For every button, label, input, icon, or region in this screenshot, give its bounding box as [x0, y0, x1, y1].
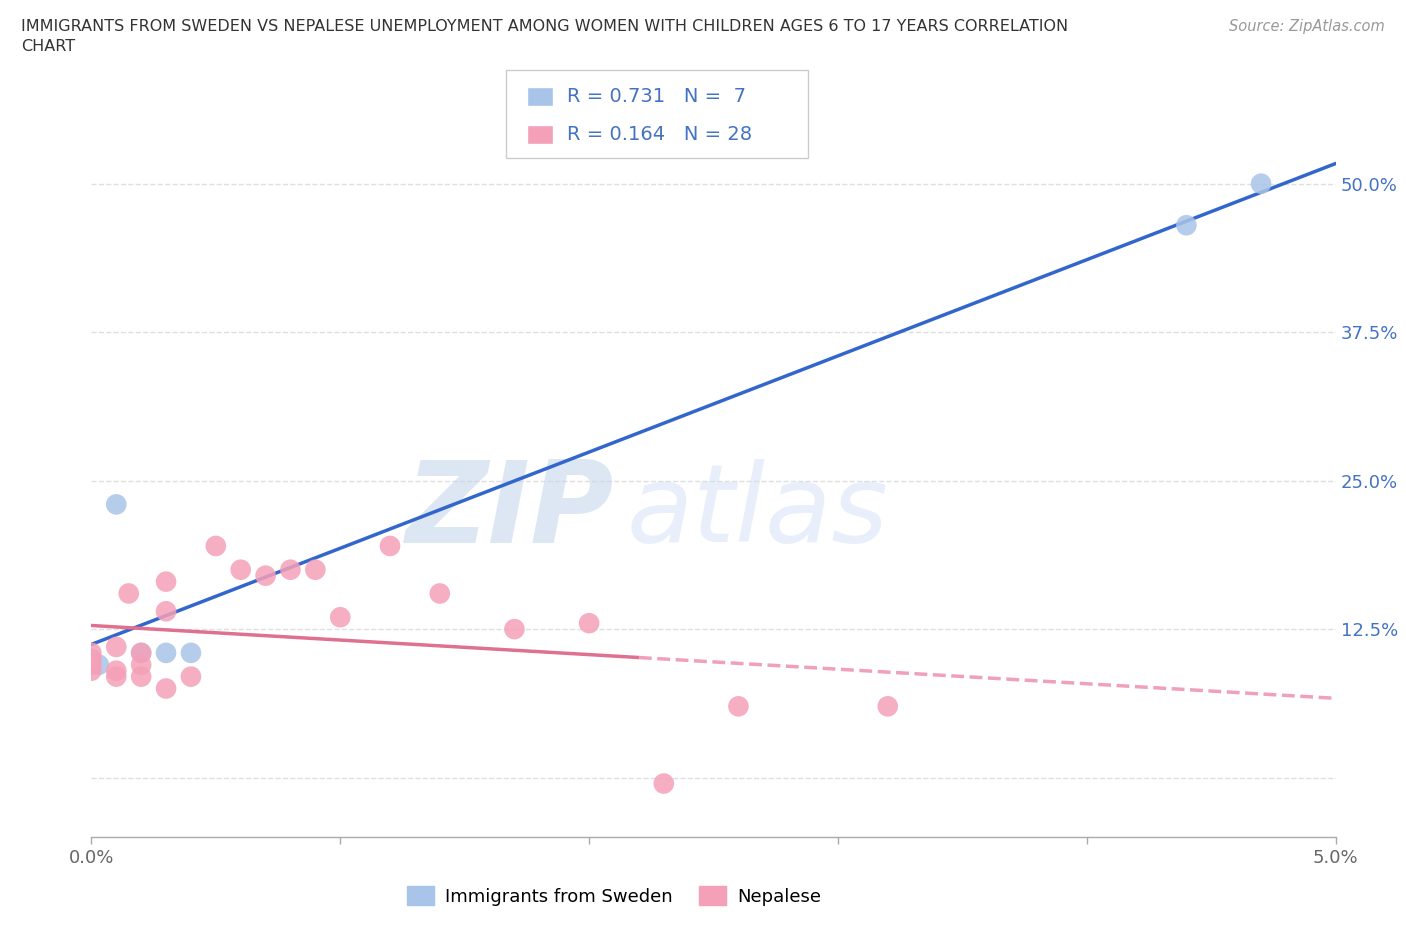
Point: [876, 698, 898, 713]
Text: IMMIGRANTS FROM SWEDEN VS NEPALESE UNEMPLOYMENT AMONG WOMEN WITH CHILDREN AGES 6: IMMIGRANTS FROM SWEDEN VS NEPALESE UNEMP…: [21, 19, 1069, 33]
Point: [105, 497, 128, 512]
Point: [229, 563, 252, 578]
Point: [129, 645, 152, 660]
Point: [118, 586, 141, 601]
Point: [378, 538, 401, 553]
Point: [80, 645, 103, 660]
Point: [329, 610, 352, 625]
Point: [254, 568, 277, 583]
Point: [105, 663, 128, 678]
Point: [129, 645, 152, 660]
Text: Source: ZipAtlas.com: Source: ZipAtlas.com: [1229, 19, 1385, 33]
Point: [155, 645, 177, 660]
Point: [155, 604, 177, 618]
Text: R = 0.731   N =  7: R = 0.731 N = 7: [567, 87, 745, 106]
Point: [280, 563, 302, 578]
Point: [129, 670, 152, 684]
Point: [180, 645, 202, 660]
Point: [727, 698, 749, 713]
Point: [304, 563, 326, 578]
Point: [1175, 218, 1198, 232]
Point: [155, 681, 177, 696]
Point: [129, 658, 152, 672]
Point: [105, 670, 128, 684]
Text: CHART: CHART: [21, 39, 75, 54]
Point: [105, 640, 128, 655]
Point: [180, 670, 202, 684]
Point: [1250, 176, 1272, 191]
Text: R = 0.164   N = 28: R = 0.164 N = 28: [567, 126, 752, 144]
Point: [429, 586, 451, 601]
Point: [80, 651, 103, 666]
Point: [87, 658, 110, 672]
Text: ZIP: ZIP: [405, 457, 614, 567]
Text: atlas: atlas: [627, 459, 889, 565]
Point: [503, 621, 526, 636]
Point: [80, 658, 103, 672]
Point: [652, 777, 675, 791]
Point: [155, 574, 177, 589]
Legend: Immigrants from Sweden, Nepalese: Immigrants from Sweden, Nepalese: [399, 879, 828, 912]
Point: [205, 538, 228, 553]
Point: [578, 616, 600, 631]
Point: [80, 663, 103, 678]
